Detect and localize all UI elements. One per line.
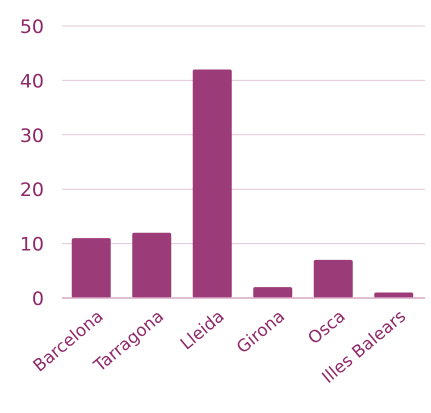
gridlines: [62, 25, 425, 245]
bar-barcelona: [71, 238, 111, 298]
y-tick-label: 10: [20, 234, 44, 256]
bar-illes-balears: [374, 292, 414, 298]
bars: [71, 69, 414, 299]
y-tick-label: 50: [20, 16, 44, 38]
bar-girona: [253, 287, 293, 298]
x-tick-label: Girona: [233, 307, 289, 358]
x-tick-label: Osca: [304, 307, 349, 349]
y-tick-label: 20: [20, 179, 44, 201]
y-tick-labels: 0 10 20 30 40 50: [20, 16, 44, 310]
x-tick-label: Lleida: [177, 307, 229, 355]
bar-osca: [313, 259, 353, 298]
y-tick-label: 30: [20, 125, 44, 147]
y-tick-label: 40: [20, 70, 44, 92]
bar-tarragona: [132, 232, 172, 298]
y-tick-label: 0: [32, 288, 44, 310]
bar-lleida: [192, 69, 232, 299]
